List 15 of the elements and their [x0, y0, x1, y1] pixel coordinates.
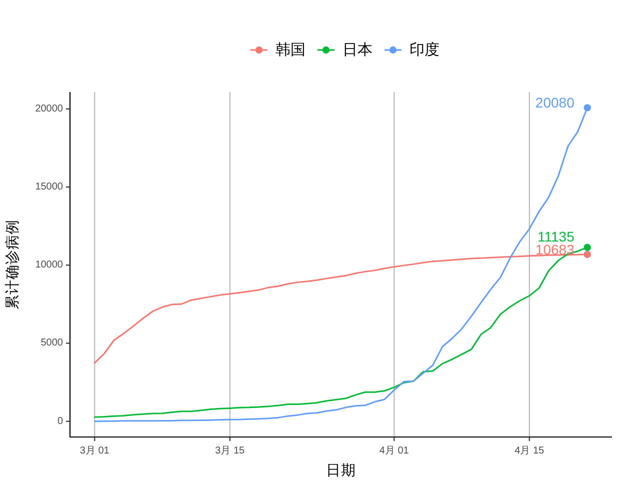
data-label: 20080: [535, 94, 575, 111]
y-tick-label: 15000: [35, 182, 64, 193]
y-tick-label: 10000: [35, 260, 64, 271]
y-tick-label: 20000: [35, 103, 64, 114]
legend-label: 印度: [410, 42, 440, 58]
x-tick-label: 4月 15: [514, 446, 545, 456]
y-axis-title: 累计确诊病例: [4, 220, 21, 310]
x-tick-label: 3月 01: [80, 446, 110, 456]
x-tick-label: 4月 01: [379, 446, 410, 456]
legend-label: 韩国: [276, 42, 306, 58]
legend-label: 日本: [342, 42, 372, 58]
x-tick-label: 3月 15: [215, 446, 246, 456]
x-axis-title: 日期: [326, 462, 356, 479]
y-tick-label: 5000: [40, 338, 64, 349]
y-tick-label: 0: [57, 416, 64, 427]
